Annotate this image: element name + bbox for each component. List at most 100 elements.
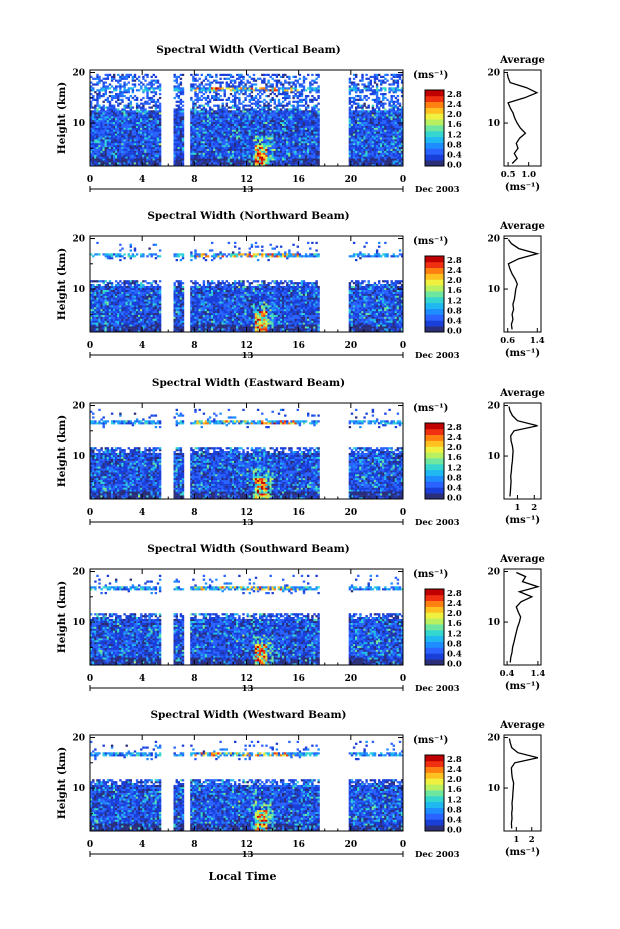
x-tick-label: 0 (400, 508, 406, 518)
x-tick-label: 16 (292, 508, 305, 518)
colorbar-tick-label: 0.4 (447, 816, 462, 826)
y-tick-label: 10 (72, 618, 85, 628)
x-tick-label: 4 (139, 175, 145, 185)
colorbar-swatch (425, 594, 444, 601)
x-axis: 0 4 8 12 16 20 0 (87, 403, 406, 518)
colorbar: (ms⁻¹) 0.00.40.81.21.62.02.42.8 (413, 403, 462, 504)
x-tick-label: 4 (139, 840, 145, 850)
x-tick-label: 20 (345, 840, 358, 850)
average-line (507, 239, 540, 330)
colorbar-swatch (425, 148, 444, 155)
average-y-tick-label: 20 (487, 568, 500, 578)
y-axis-label: Height (km) (56, 248, 68, 320)
colorbar-tick-label: 1.6 (447, 453, 462, 463)
x-axis: 0 4 8 12 16 20 0 (87, 735, 406, 850)
colorbar-swatch (425, 261, 444, 268)
colorbar-swatch (425, 119, 444, 126)
colorbar-swatch (425, 434, 444, 441)
colorbar-swatch (425, 819, 444, 826)
average-frame (503, 402, 542, 500)
x-tick-label: 0 (400, 175, 406, 185)
colorbar-unit: (ms⁻¹) (413, 403, 448, 414)
panel-title: Spectral Width (Westward Beam) (150, 709, 346, 721)
colorbar-tick-label: 1.6 (447, 286, 462, 296)
colorbar-tick-label: 1.6 (447, 120, 462, 130)
average-x-tick-label: 2 (529, 835, 535, 845)
average-x-tick-label: 2 (531, 503, 537, 513)
colorbar-swatch (425, 285, 444, 292)
x-axis: 0 4 8 12 16 20 0 (87, 569, 406, 684)
date-label: Dec 2003 (415, 185, 460, 195)
colorbar-tick-label: 2.8 (447, 755, 462, 765)
y-tick-label: 20 (72, 568, 85, 578)
x-tick-label: 12 (240, 175, 253, 185)
y-axis: 10 20 Height (km) (56, 69, 403, 154)
average-unit: (ms⁻¹) (505, 681, 540, 692)
x-tick-label: 0 (400, 840, 406, 850)
colorbar-swatch (425, 612, 444, 619)
panel-title: Spectral Width (Northward Beam) (147, 210, 349, 222)
y-tick-label: 20 (72, 402, 85, 412)
colorbar-tick-label: 0.8 (447, 805, 462, 815)
average-frame (503, 69, 542, 167)
average-y-tick-label: 10 (487, 452, 500, 462)
x-tick-label: 8 (191, 674, 197, 684)
x-axis: 0 4 8 12 16 20 0 (87, 70, 406, 185)
colorbar-tick-label: 0.8 (447, 473, 462, 483)
colorbar-tick-label: 1.6 (447, 619, 462, 629)
colorbar-tick-label: 2.0 (447, 609, 462, 619)
y-tick-label: 10 (72, 119, 85, 129)
colorbar-swatch (425, 130, 444, 138)
x-tick-label: 0 (87, 508, 93, 518)
colorbar-swatch (425, 273, 444, 280)
average-title: Average (499, 720, 545, 731)
average-y-tick-label: 10 (487, 119, 500, 129)
date-label: Dec 2003 (415, 850, 460, 860)
average-x-tick-label: 0.6 (500, 336, 515, 346)
y-axis: 10 20 Height (km) (56, 568, 403, 653)
colorbar-tick-label: 2.4 (447, 100, 462, 110)
panel-title: Spectral Width (Southward Beam) (147, 543, 349, 555)
colorbar-swatch (425, 95, 444, 102)
x-tick-label: 0 (87, 674, 93, 684)
y-tick-label: 20 (72, 69, 85, 79)
average-x-tick-label: 1 (513, 835, 519, 845)
date-label: Dec 2003 (415, 684, 460, 694)
colorbar: (ms⁻¹) 0.00.40.81.21.62.02.42.8 (413, 70, 462, 171)
colorbar-swatch (425, 760, 444, 767)
colorbar-swatch (425, 113, 444, 120)
colorbar-swatch (425, 795, 444, 803)
date-axis: 13 Dec 2003 (89, 850, 460, 860)
colorbar-frame (424, 588, 445, 666)
y-tick-label: 20 (72, 734, 85, 744)
colorbar-swatch (425, 423, 444, 430)
average-title: Average (499, 388, 545, 399)
colorbar-tick-label: 2.0 (447, 110, 462, 120)
x-tick-label: 8 (191, 840, 197, 850)
heatmap (90, 408, 404, 500)
colorbar-swatch (425, 481, 444, 488)
panel-5: Spectral Width (Westward Beam)0 4 8 12 16 20 0… (56, 709, 545, 860)
colorbar-swatch (425, 267, 444, 274)
colorbar-swatch (425, 755, 444, 762)
colorbar-tick-label: 0.0 (447, 660, 462, 670)
day-label: 13 (242, 351, 254, 361)
average-unit: (ms⁻¹) (505, 847, 540, 858)
average-y-tick-label: 10 (487, 285, 500, 295)
average-profile: Average 0.6 1.4 10 20 (ms⁻¹) (487, 221, 544, 359)
colorbar-tick-label: 0.8 (447, 639, 462, 649)
colorbar-tick-label: 2.0 (447, 775, 462, 785)
y-axis: 10 20 Height (km) (56, 734, 403, 819)
x-tick-label: 4 (139, 341, 145, 351)
colorbar-swatch (425, 142, 444, 149)
heatmap (90, 574, 404, 666)
x-tick-label: 0 (400, 674, 406, 684)
average-line (506, 73, 539, 164)
x-tick-label: 0 (87, 341, 93, 351)
colorbar-tick-label: 0.0 (447, 494, 462, 504)
heatmap (90, 241, 404, 333)
average-title: Average (499, 554, 545, 565)
colorbar-swatch (425, 641, 444, 648)
average-title: Average (499, 55, 545, 66)
average-y-tick-label: 20 (487, 734, 500, 744)
